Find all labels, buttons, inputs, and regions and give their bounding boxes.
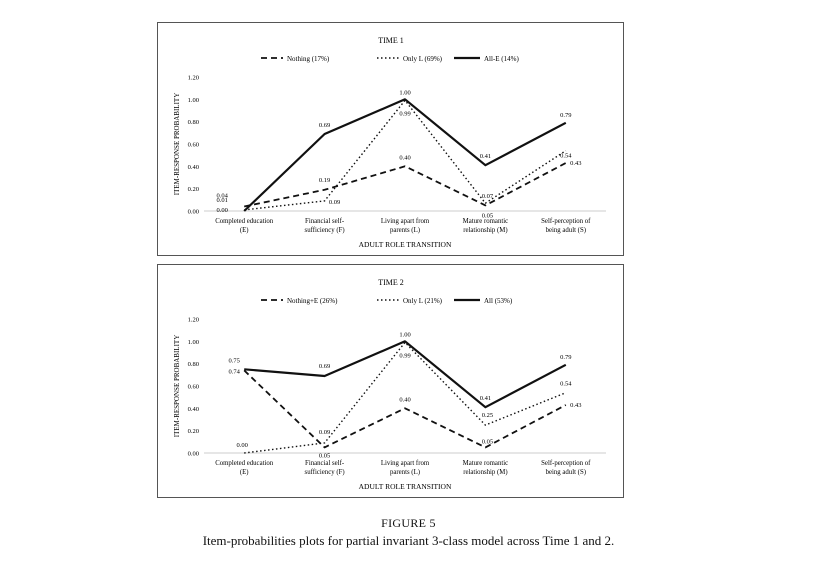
data-label: 0.05	[319, 452, 330, 459]
chart-title: TIME 1	[378, 36, 404, 45]
legend-label-2: All (53%)	[484, 297, 513, 305]
x-tick-label: sufficiency (F)	[305, 469, 345, 476]
y-tick-label: 1.00	[188, 339, 199, 346]
chart-panel-time-2: TIME 2 Nothing+E (26%) Only L (21%) All (53…	[157, 264, 624, 498]
y-tick-label: 0.60	[188, 142, 199, 149]
x-tick-label: relationship (M)	[463, 227, 507, 234]
legend-label-1: Only L (69%)	[403, 55, 443, 63]
x-tick-label: Financial self-	[305, 218, 345, 225]
legend-label-1: Only L (21%)	[403, 297, 443, 305]
series-line-0	[243, 369, 567, 449]
data-label: 0.07	[482, 193, 494, 200]
x-tick-label: being adult (S)	[546, 227, 586, 234]
y-tick-label: 0.20	[188, 428, 199, 435]
data-label: 0.69	[319, 122, 330, 129]
data-label: 0.79	[560, 354, 571, 361]
data-label: 0.05	[482, 438, 493, 445]
data-label: 0.54	[560, 153, 572, 160]
x-tick-label: Self-perception of	[541, 460, 591, 467]
y-axis-label: ITEM-RESPONSE PROBABILITY	[173, 93, 181, 195]
x-tick-label: Completed education	[215, 218, 274, 225]
data-label: 0.79	[560, 112, 571, 119]
x-tick-label: relationship (M)	[463, 469, 507, 476]
y-tick-label: 0.80	[188, 361, 199, 368]
y-tick-label: 0.00	[188, 451, 199, 458]
data-label: 1.00	[399, 89, 410, 96]
x-tick-label: Financial self-	[305, 460, 345, 467]
data-label: 0.00	[237, 442, 248, 449]
x-tick-label: sufficiency (F)	[305, 227, 345, 234]
data-label: 0.09	[319, 429, 330, 436]
x-tick-label: parents (L)	[390, 227, 420, 234]
x-tick-label: Mature romantic	[463, 460, 508, 467]
y-tick-label: 1.20	[188, 75, 199, 82]
data-label: 0.43	[570, 402, 581, 409]
data-label: 0.74	[229, 368, 241, 375]
y-axis-label: ITEM-RESPONSE PROBABILITY	[173, 335, 181, 437]
y-tick-label: 1.00	[188, 97, 199, 104]
y-tick-label: 0.00	[188, 209, 199, 216]
data-label: 1.00	[399, 331, 410, 338]
data-label: 0.09	[329, 199, 340, 206]
y-tick-label: 0.20	[188, 186, 199, 193]
data-label: 0.00	[217, 207, 228, 214]
x-tick-label: Completed education	[215, 460, 274, 467]
series-line-2	[243, 98, 567, 212]
data-label: 0.69	[319, 363, 330, 370]
x-tick-label: (E)	[240, 227, 249, 234]
data-label: 0.40	[399, 396, 410, 403]
figure-caption: Item-probabilities plots for partial inv…	[202, 533, 615, 548]
data-label: 0.41	[480, 395, 491, 402]
data-label: 0.41	[480, 153, 491, 160]
data-label: 0.99	[399, 352, 410, 359]
data-label: 0.19	[319, 177, 330, 184]
x-tick-label: Living apart from	[381, 218, 430, 225]
y-tick-label: 0.40	[188, 406, 199, 413]
chart-panel-time-1: TIME 1 Nothing (17%) Only L (69%) All-E (14…	[157, 22, 624, 256]
legend-label-2: All-E (14%)	[484, 55, 519, 63]
data-label: 0.01	[217, 197, 228, 204]
chart-time-2: TIME 2 Nothing+E (26%) Only L (21%) All (53…	[173, 278, 606, 491]
figure-label: FIGURE 5	[381, 516, 436, 530]
x-tick-label: Self-perception of	[541, 218, 591, 225]
x-tick-label: parents (L)	[390, 469, 420, 476]
x-axis-label: ADULT ROLE TRANSITION	[359, 240, 452, 249]
data-label: 0.75	[229, 357, 240, 364]
data-label: 0.40	[399, 154, 410, 161]
legend-label-0: Nothing+E (26%)	[287, 297, 338, 305]
y-tick-label: 1.20	[188, 317, 199, 324]
data-label: 0.25	[482, 412, 493, 419]
legend-label-0: Nothing (17%)	[287, 55, 330, 63]
data-label: 0.04	[217, 193, 229, 200]
data-label: 0.99	[399, 110, 410, 117]
chart-title: TIME 2	[378, 278, 404, 287]
data-label: 0.54	[560, 381, 572, 388]
y-tick-label: 0.60	[188, 384, 199, 391]
x-axis-label: ADULT ROLE TRANSITION	[359, 482, 452, 491]
series-line-1	[244, 99, 567, 211]
series-line-2	[244, 340, 567, 409]
chart-time-1: TIME 1 Nothing (17%) Only L (69%) All-E (14…	[173, 36, 606, 249]
data-label: 0.43	[570, 160, 581, 167]
x-tick-label: Mature romantic	[463, 218, 508, 225]
x-tick-label: Living apart from	[381, 460, 430, 467]
x-tick-label: (E)	[240, 469, 249, 476]
y-tick-label: 0.80	[188, 119, 199, 126]
data-label: 0.05	[482, 212, 493, 219]
x-tick-label: being adult (S)	[546, 469, 586, 476]
y-tick-label: 0.40	[188, 164, 199, 171]
series-line-0	[244, 162, 567, 208]
